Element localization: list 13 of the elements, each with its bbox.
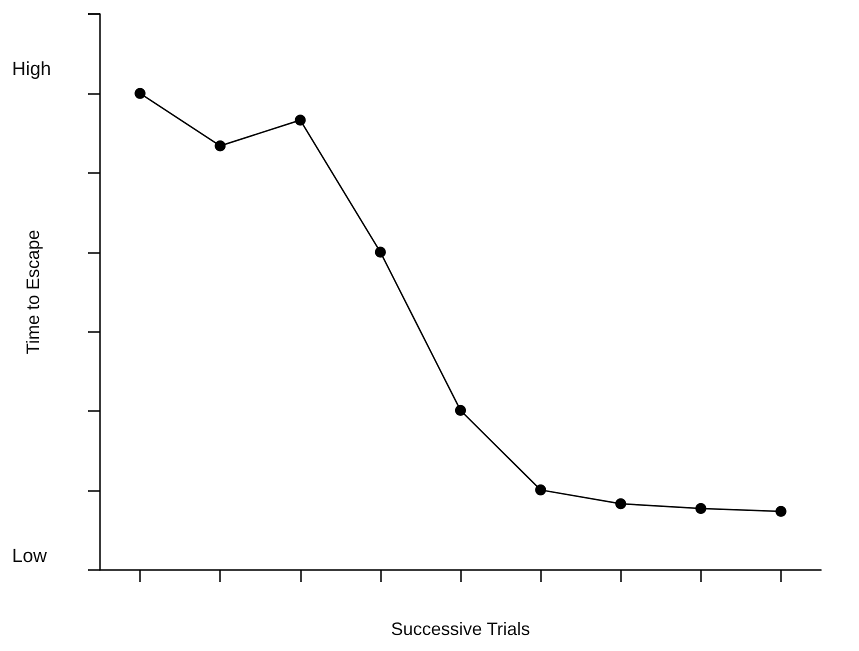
text: High [12,59,52,80]
text: Low [12,546,48,567]
point [455,404,466,416]
point [695,503,706,514]
point [214,140,226,152]
y-axis-title: Time to Escape [23,230,43,354]
point [535,484,546,496]
point [775,506,786,517]
point [374,246,386,258]
point [134,88,146,99]
point [294,114,306,126]
x-axis-title: Successive Trials [390,619,530,639]
point [615,498,626,510]
